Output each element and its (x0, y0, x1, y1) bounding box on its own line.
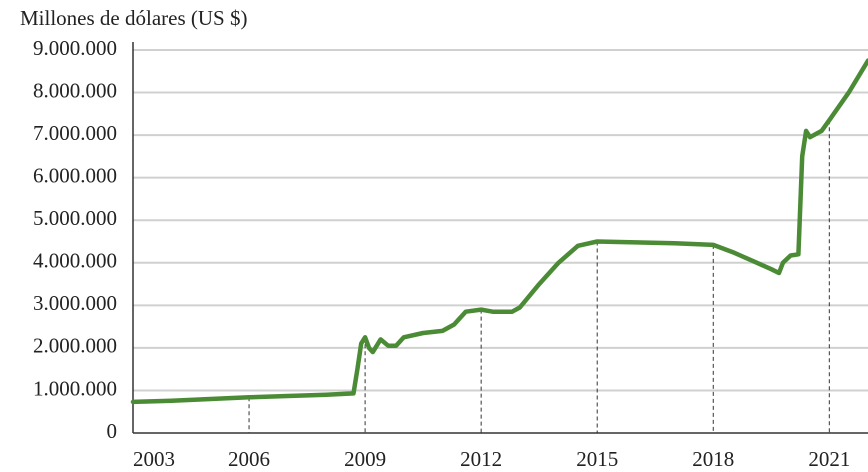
y-tick-label: 1.000.000 (33, 376, 117, 400)
x-tick-label: 2003 (133, 447, 175, 471)
y-tick-label: 4.000.000 (33, 249, 117, 273)
x-tick-label: 2018 (692, 447, 734, 471)
x-tick-label: 2012 (460, 447, 502, 471)
y-tick-label: 0 (107, 419, 118, 443)
x-tick-label: 2015 (576, 447, 618, 471)
x-tick-label: 2021 (808, 447, 850, 471)
x-tick-label: 2009 (344, 447, 386, 471)
y-tick-label: 7.000.000 (33, 121, 117, 145)
y-tick-label: 2.000.000 (33, 334, 117, 358)
y-tick-label: 5.000.000 (33, 206, 117, 230)
y-tick-label: 6.000.000 (33, 163, 117, 187)
y-tick-label: 9.000.000 (33, 36, 117, 60)
x-tick-label: 2006 (228, 447, 270, 471)
y-tick-label: 3.000.000 (33, 291, 117, 315)
data-line (130, 58, 868, 405)
axis-title: Millones de dólares (US $) (20, 6, 247, 30)
y-tick-label: 8.000.000 (33, 78, 117, 102)
